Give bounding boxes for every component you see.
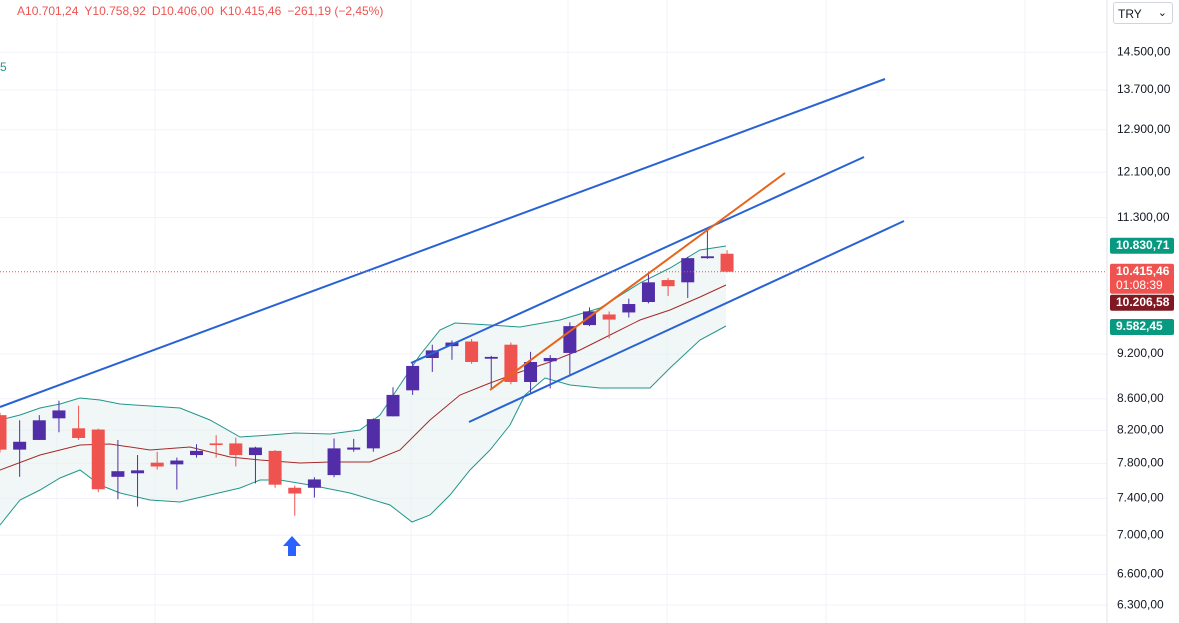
price-label-box xyxy=(1110,237,1174,254)
y-tick-label: 7.800,00 xyxy=(1117,456,1164,470)
currency-select[interactable]: TRY ⌄ xyxy=(1113,2,1173,24)
candle-body xyxy=(327,448,341,476)
candle-body xyxy=(268,450,282,485)
candle-body xyxy=(661,280,675,287)
y-tick-label: 6.300,00 xyxy=(1117,597,1164,611)
trend-line xyxy=(0,78,886,408)
trend-line xyxy=(468,220,905,423)
candle-body xyxy=(720,253,734,272)
y-tick-label: 12.100,00 xyxy=(1117,164,1171,178)
candle-body xyxy=(52,410,66,419)
candle-body xyxy=(366,419,380,449)
legend-value: 10.701,24 xyxy=(25,4,79,18)
candle-body xyxy=(0,415,7,450)
candle-body xyxy=(170,460,184,465)
y-tick-label: 11.300,00 xyxy=(1117,210,1170,224)
candle-body xyxy=(307,479,321,488)
candle-body xyxy=(150,462,164,467)
candle-body xyxy=(700,256,714,259)
candle-body xyxy=(209,443,223,446)
price-label: 10.830,71 xyxy=(1116,238,1170,252)
bollinger-fill xyxy=(0,246,726,525)
candle-body xyxy=(248,447,262,456)
candle-body xyxy=(288,487,302,494)
price-label-sub: 01:08:39 xyxy=(1116,278,1163,292)
price-label: 10.206,58 xyxy=(1116,295,1170,309)
legend-change: −261,19 (−2,45%) xyxy=(287,4,383,18)
candle-body xyxy=(406,365,420,391)
candle-body xyxy=(32,420,46,440)
ohlc-legend: A10.701,24 Y10.758,92 D10.406,00 K10.415,46… xyxy=(17,4,383,18)
candle-body xyxy=(131,470,145,474)
legend-value: 10.758,92 xyxy=(92,4,146,18)
moving-average xyxy=(0,284,727,471)
y-axis: 14.500,00 13.700,00 12.900,00 12.100,00 11.3… xyxy=(0,44,1171,611)
y-tick-label: 8.600,00 xyxy=(1117,391,1164,405)
candle-body xyxy=(524,361,538,382)
legend-label: D xyxy=(152,4,161,18)
candle-body xyxy=(91,429,105,490)
candle-body xyxy=(504,344,518,382)
trend-line xyxy=(489,172,786,391)
arrow-up xyxy=(283,536,301,556)
candle-body xyxy=(111,471,125,477)
candle-body xyxy=(681,258,695,283)
price-label-box xyxy=(1110,263,1174,294)
vertical-grid xyxy=(56,0,1026,623)
y-tick-label: 6.600,00 xyxy=(1117,566,1164,580)
candle-body xyxy=(602,314,616,320)
candle-body xyxy=(72,428,86,438)
y-tick-label: 12.900,00 xyxy=(1117,122,1171,136)
bollinger-upper xyxy=(0,245,727,438)
y-tick-label: 7.000,00 xyxy=(1117,527,1164,541)
candle-body xyxy=(190,450,203,456)
candle-body xyxy=(347,447,361,450)
candle-body xyxy=(484,356,498,359)
indicator-value: 5 xyxy=(0,60,7,74)
candle-body xyxy=(229,443,243,456)
y-tick-label: 14.500,00 xyxy=(1117,44,1171,58)
currency: TRY xyxy=(1118,7,1142,21)
price-label: 9.582,45 xyxy=(1116,319,1163,333)
legend-label: A xyxy=(17,4,25,18)
trend-line xyxy=(410,156,865,364)
candle-body xyxy=(465,341,479,362)
legend-value: 10.406,00 xyxy=(160,4,214,18)
legend-label: Y xyxy=(84,4,92,18)
candle-body xyxy=(543,357,557,362)
price-label-box xyxy=(1110,318,1174,335)
candle-body xyxy=(641,282,655,303)
y-tick-label: 7.400,00 xyxy=(1117,491,1164,505)
price-label-box xyxy=(1110,294,1174,311)
y-tick-label: 9.200,00 xyxy=(1117,346,1164,360)
chevron: ⌄ xyxy=(1157,7,1167,19)
price-label: 10.415,46 xyxy=(1116,264,1170,278)
y-tick-label: 13.700,00 xyxy=(1117,82,1171,96)
candles xyxy=(0,229,734,516)
y-tick-label: 8.200,00 xyxy=(1117,423,1164,437)
candle-body xyxy=(622,304,636,313)
legend-value: 10.415,46 xyxy=(228,4,282,18)
legend-label: K xyxy=(220,4,228,18)
candle-body xyxy=(13,441,27,450)
candle-body xyxy=(386,394,400,417)
